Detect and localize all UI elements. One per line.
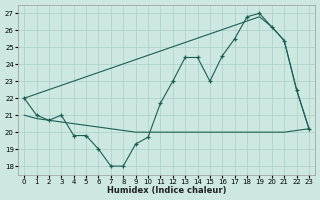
X-axis label: Humidex (Indice chaleur): Humidex (Indice chaleur) [107, 186, 226, 195]
